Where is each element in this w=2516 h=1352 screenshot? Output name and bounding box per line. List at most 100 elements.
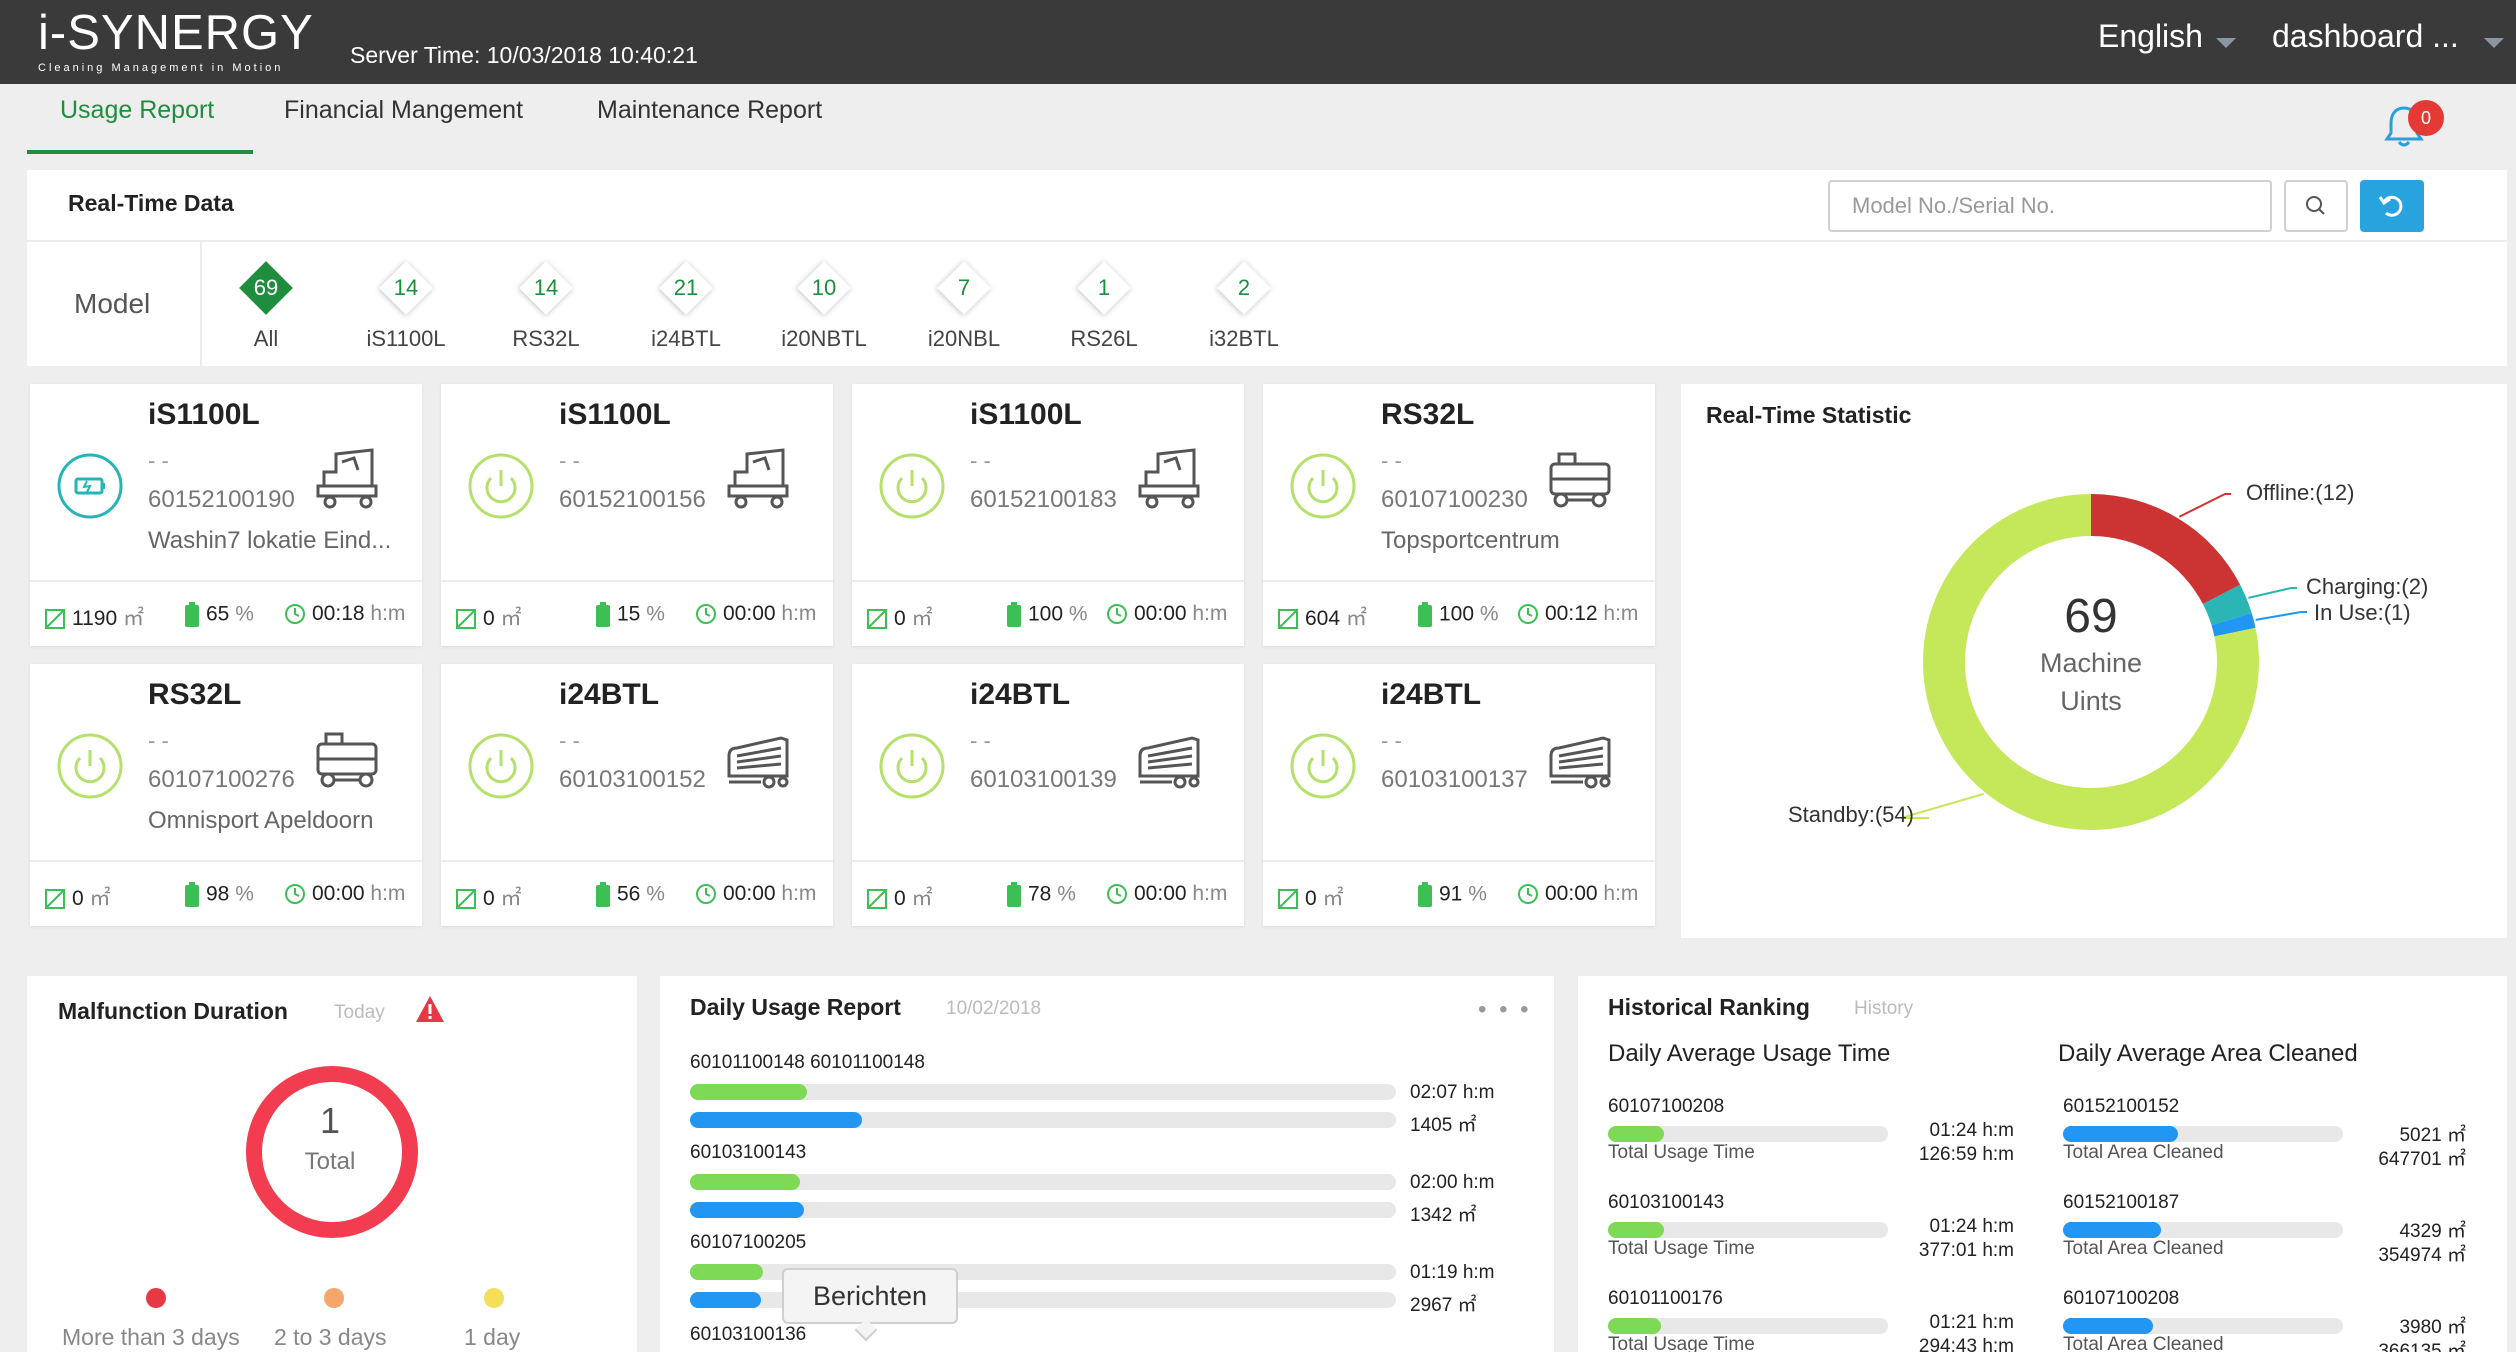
user-menu[interactable]: dashboard ... xyxy=(2272,18,2459,54)
model-filter-i32btl[interactable]: 2 i32BTL xyxy=(1174,260,1314,352)
machine-card[interactable]: RS32L - - 60107100230 Topsportcentrum 604 ㎡ 1… xyxy=(1263,384,1655,646)
logo[interactable]: i-SYNERGY Cleaning Management in Motion xyxy=(38,6,314,74)
area-value: 0 xyxy=(1305,887,1317,910)
statistic-title: Real-Time Statistic xyxy=(1706,402,1912,428)
battery-stat: 100 % xyxy=(1417,602,1499,628)
search-button[interactable] xyxy=(2284,180,2348,232)
runtime-unit: h:m xyxy=(370,602,406,625)
malfunction-ring xyxy=(246,1066,418,1238)
model-label: Model xyxy=(74,288,151,319)
divider xyxy=(852,860,1244,862)
area-cleaned-stat: 0 ㎡ xyxy=(455,882,522,912)
usage-row-id: 60107100205 xyxy=(690,1232,807,1253)
usage-row-id: 60103100136 xyxy=(690,1324,807,1345)
divider xyxy=(200,242,202,366)
usage-area-value: 1405 ㎡ xyxy=(1410,1115,1477,1136)
runtime-value: 00:00 xyxy=(1134,882,1187,905)
runtime-stat: 00:00 h:m xyxy=(1106,602,1227,626)
machine-serial: 60107100230 xyxy=(1381,486,1528,513)
notification-badge[interactable]: 0 xyxy=(2408,100,2444,136)
ranking-id: 60152100187 xyxy=(2063,1192,2180,1213)
machine-card[interactable]: iS1100L - - 60152100190 Washin7 lokatie Ein… xyxy=(30,384,422,646)
machine-card[interactable]: i24BTL - - 60103100137 0 ㎡ 91 % 00:00 h:m xyxy=(1263,664,1655,926)
usage-area-track xyxy=(690,1202,1396,1218)
legend-dot-yellow xyxy=(484,1288,504,1308)
battery-icon xyxy=(184,882,206,907)
divider xyxy=(441,580,833,582)
ranking-track xyxy=(2063,1318,2343,1334)
area-unit: ㎡ xyxy=(1322,887,1344,910)
ranking-total: 126:59 h:m xyxy=(1918,1144,2014,1165)
refresh-icon xyxy=(2378,195,2403,217)
runtime-stat: 00:00 h:m xyxy=(284,882,405,906)
machine-operator: - - xyxy=(970,728,991,753)
area-cleaned-stat: 0 ㎡ xyxy=(866,602,933,632)
active-tab-indicator xyxy=(27,150,253,154)
realtime-statistic-panel xyxy=(1681,384,2507,938)
scrubber-machine-icon xyxy=(312,446,382,512)
battery-icon xyxy=(595,882,617,907)
malfunction-total-label: Total xyxy=(304,1148,356,1175)
runtime-stat: 00:00 h:m xyxy=(1106,882,1227,906)
machine-card[interactable]: RS32L - - 60107100276 Omnisport Apeldoorn 0 … xyxy=(30,664,422,926)
clock-icon xyxy=(1106,602,1134,625)
usage-time-value: 02:07 h:m xyxy=(1410,1082,1495,1103)
model-filter-is1100l[interactable]: 14 iS1100L xyxy=(336,260,476,352)
tab-maintenance-report[interactable]: Maintenance Report xyxy=(597,96,823,124)
model-filter-i20nbtl[interactable]: 10 i20NBTL xyxy=(754,260,894,352)
machine-location: Topsportcentrum xyxy=(1381,527,1560,554)
battery-unit: % xyxy=(1068,602,1088,626)
language-selector[interactable]: English xyxy=(2098,18,2203,54)
count-badge: 14 xyxy=(378,260,434,316)
battery-value: 100 xyxy=(1439,602,1475,626)
usage-area-bar xyxy=(690,1112,863,1128)
messages-tooltip[interactable]: Berichten xyxy=(782,1268,958,1324)
ranking-track xyxy=(2063,1126,2343,1142)
area-unit: ㎡ xyxy=(1345,607,1367,630)
model-filter-rs32l[interactable]: 14 RS32L xyxy=(476,260,616,352)
model-name: i20NBTL xyxy=(781,326,867,351)
model-filter-all[interactable]: 69 All xyxy=(196,260,336,352)
power-icon xyxy=(56,732,124,800)
machine-model: i24BTL xyxy=(559,678,660,711)
more-menu-icon[interactable]: • • • xyxy=(1478,996,1532,1023)
ranking-id: 60107100208 xyxy=(1608,1096,1725,1117)
runtime-unit: h:m xyxy=(1192,882,1228,905)
ranking-average: 5021 ㎡ xyxy=(2399,1125,2466,1146)
historical-ranking-title: Historical Ranking xyxy=(1608,994,1810,1020)
ranking-track xyxy=(1608,1126,1888,1142)
scrubber-machine-icon xyxy=(723,446,793,512)
tab-financial-management[interactable]: Financial Mangement xyxy=(284,96,524,124)
refresh-button[interactable] xyxy=(2360,180,2424,232)
scrubber-machine-icon xyxy=(723,726,793,792)
area-icon xyxy=(455,887,483,910)
tab-usage-report[interactable]: Usage Report xyxy=(60,96,215,124)
area-value: 604 xyxy=(1305,607,1341,630)
logo-text: i-SYNERGY xyxy=(38,6,314,60)
chevron-down-icon[interactable] xyxy=(2484,38,2504,48)
historical-ranking-panel xyxy=(1578,976,2507,1352)
ranking-bar xyxy=(2063,1222,2161,1238)
machine-card[interactable]: iS1100L - - 60152100156 0 ㎡ 15 % 00:00 h:m xyxy=(441,384,833,646)
machine-card[interactable]: i24BTL - - 60103100139 0 ㎡ 78 % 00:00 h:m xyxy=(852,664,1244,926)
machine-card[interactable]: i24BTL - - 60103100152 0 ㎡ 56 % 00:00 h:m xyxy=(441,664,833,926)
model-filter-i20nbl[interactable]: 7 i20NBL xyxy=(894,260,1034,352)
scrubber-machine-icon xyxy=(312,726,382,792)
ranking-average: 01:24 h:m xyxy=(1929,1120,2015,1141)
ranking-id: 60107100208 xyxy=(2063,1288,2180,1309)
runtime-stat: 00:00 h:m xyxy=(695,602,816,626)
count-badge: 1 xyxy=(1076,260,1132,316)
battery-unit: % xyxy=(1057,882,1076,906)
machine-card[interactable]: iS1100L - - 60152100183 0 ㎡ 100 % 00:00 h:m xyxy=(852,384,1244,646)
runtime-value: 00:00 xyxy=(1545,882,1598,905)
chevron-down-icon[interactable] xyxy=(2216,38,2236,48)
model-filter-i24btl[interactable]: 21 i24BTL xyxy=(616,260,756,352)
model-filter-rs26l[interactable]: 1 RS26L xyxy=(1034,260,1174,352)
divider xyxy=(1263,860,1655,862)
chart-center-value: 69 xyxy=(2064,590,2117,643)
malfunction-period: Today xyxy=(334,1002,385,1023)
search-input[interactable] xyxy=(1828,180,2272,232)
machine-location: Omnisport Apeldoorn xyxy=(148,807,374,834)
runtime-stat: 00:18 h:m xyxy=(284,602,405,626)
runtime-stat: 00:00 h:m xyxy=(695,882,816,906)
